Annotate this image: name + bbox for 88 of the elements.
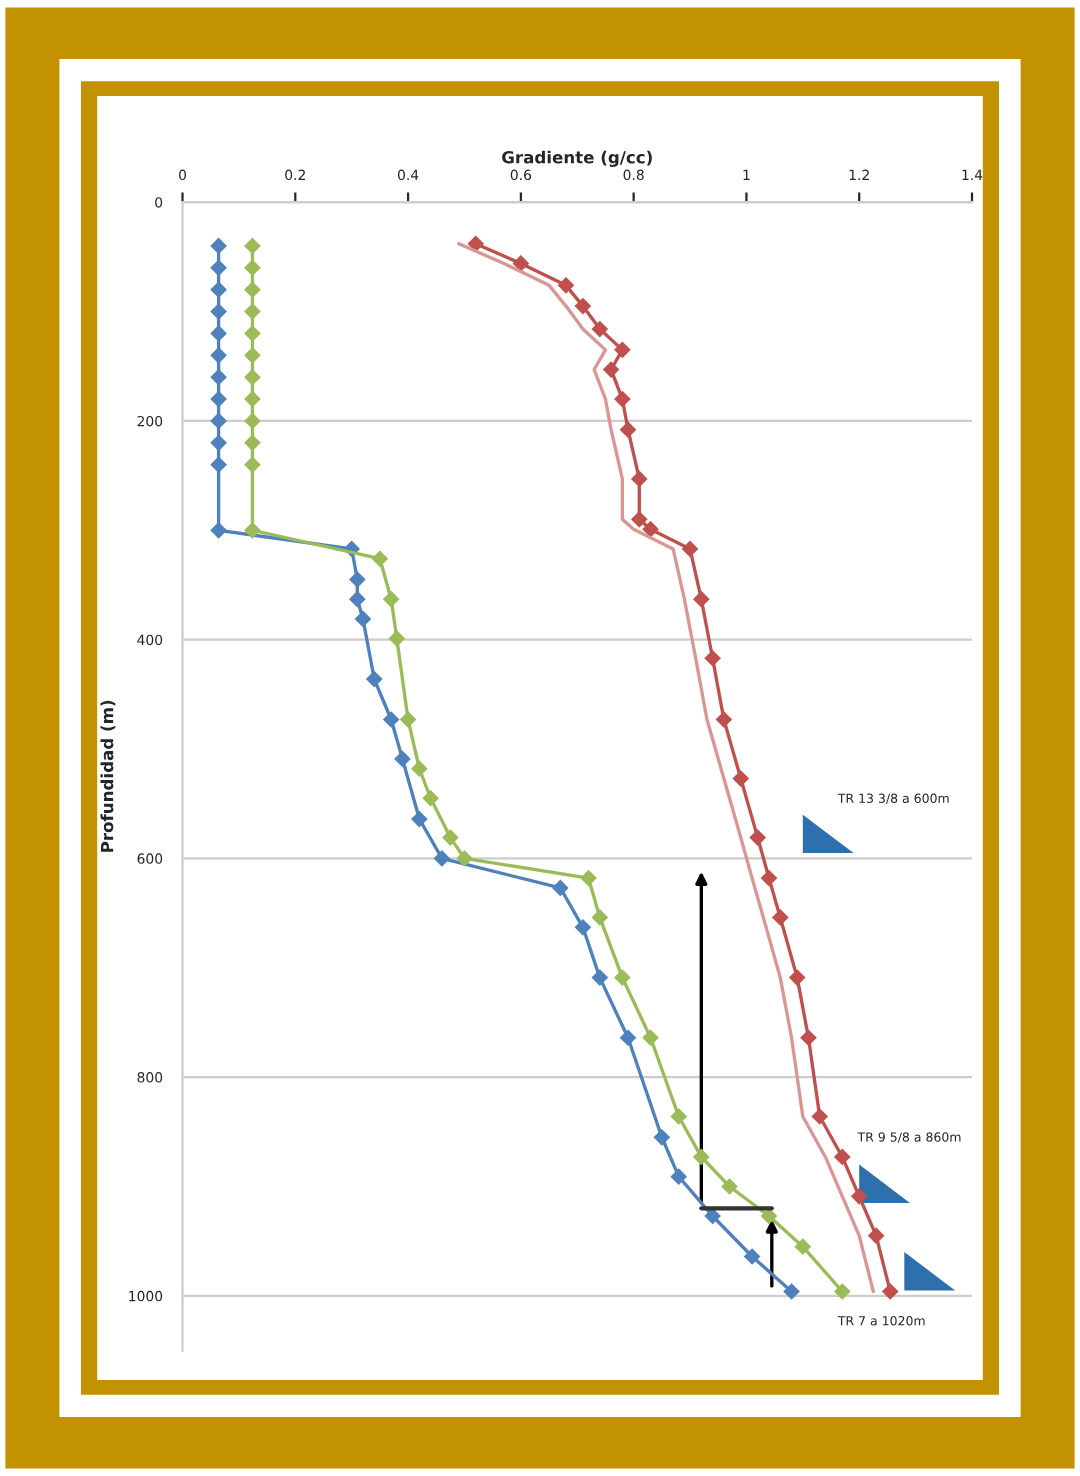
point xyxy=(244,413,261,429)
point xyxy=(434,850,450,867)
point xyxy=(244,325,261,342)
point xyxy=(789,969,806,986)
point xyxy=(383,711,400,728)
point xyxy=(761,1208,777,1224)
point xyxy=(210,413,227,429)
point xyxy=(210,347,227,364)
point xyxy=(210,325,227,342)
point xyxy=(574,298,591,315)
point xyxy=(210,522,227,539)
point xyxy=(868,1227,885,1244)
point xyxy=(682,540,698,557)
point xyxy=(411,760,428,777)
point xyxy=(704,1208,721,1224)
point xyxy=(388,630,405,647)
point xyxy=(210,434,227,451)
point xyxy=(371,550,388,567)
point xyxy=(210,369,227,386)
point xyxy=(349,591,366,608)
point xyxy=(631,511,648,528)
point xyxy=(851,1188,868,1205)
point xyxy=(244,391,261,407)
point xyxy=(614,341,631,358)
point xyxy=(210,456,227,473)
point xyxy=(670,1168,687,1185)
point xyxy=(244,238,261,254)
point xyxy=(580,870,597,886)
point xyxy=(715,711,732,728)
point xyxy=(783,1283,800,1300)
point xyxy=(642,521,659,538)
y-axis-title: Profundidad (m) xyxy=(100,700,116,852)
point xyxy=(210,303,227,320)
point xyxy=(244,347,261,364)
point xyxy=(574,919,591,936)
point xyxy=(761,870,777,886)
point xyxy=(552,880,569,896)
point xyxy=(749,829,766,846)
point xyxy=(693,591,710,608)
point xyxy=(394,750,411,767)
point xyxy=(620,421,636,438)
chart-title: Gradiente (g/cc) xyxy=(502,150,652,167)
point xyxy=(614,391,631,407)
point xyxy=(411,811,428,827)
point xyxy=(210,238,227,254)
point xyxy=(732,770,749,787)
point xyxy=(467,235,484,252)
point xyxy=(558,277,574,294)
point xyxy=(244,434,261,451)
point xyxy=(591,321,608,337)
point xyxy=(603,361,620,378)
point xyxy=(653,1129,670,1146)
point xyxy=(834,1283,851,1300)
point xyxy=(591,909,608,926)
point xyxy=(642,1029,659,1046)
point xyxy=(882,1283,899,1300)
point xyxy=(721,1178,738,1195)
point xyxy=(244,303,261,320)
point xyxy=(244,522,261,539)
point xyxy=(631,470,648,487)
point xyxy=(422,790,439,807)
point xyxy=(614,969,631,986)
point xyxy=(349,571,366,588)
point xyxy=(800,1029,817,1046)
point xyxy=(620,1029,636,1046)
point xyxy=(355,610,371,627)
point xyxy=(811,1108,828,1125)
point xyxy=(244,259,261,276)
point xyxy=(383,591,400,608)
point xyxy=(244,281,261,298)
point xyxy=(693,1149,710,1165)
point xyxy=(400,711,416,728)
point xyxy=(210,391,227,407)
point xyxy=(834,1149,851,1165)
point xyxy=(442,829,459,846)
point xyxy=(456,850,473,867)
point xyxy=(244,369,261,386)
point xyxy=(772,909,789,926)
point xyxy=(210,281,227,298)
point xyxy=(244,456,261,473)
point xyxy=(210,259,227,276)
point xyxy=(794,1238,811,1255)
point xyxy=(512,255,529,272)
point xyxy=(670,1108,687,1125)
point xyxy=(744,1248,760,1265)
point xyxy=(704,650,721,667)
point xyxy=(591,969,608,986)
point xyxy=(366,671,383,687)
